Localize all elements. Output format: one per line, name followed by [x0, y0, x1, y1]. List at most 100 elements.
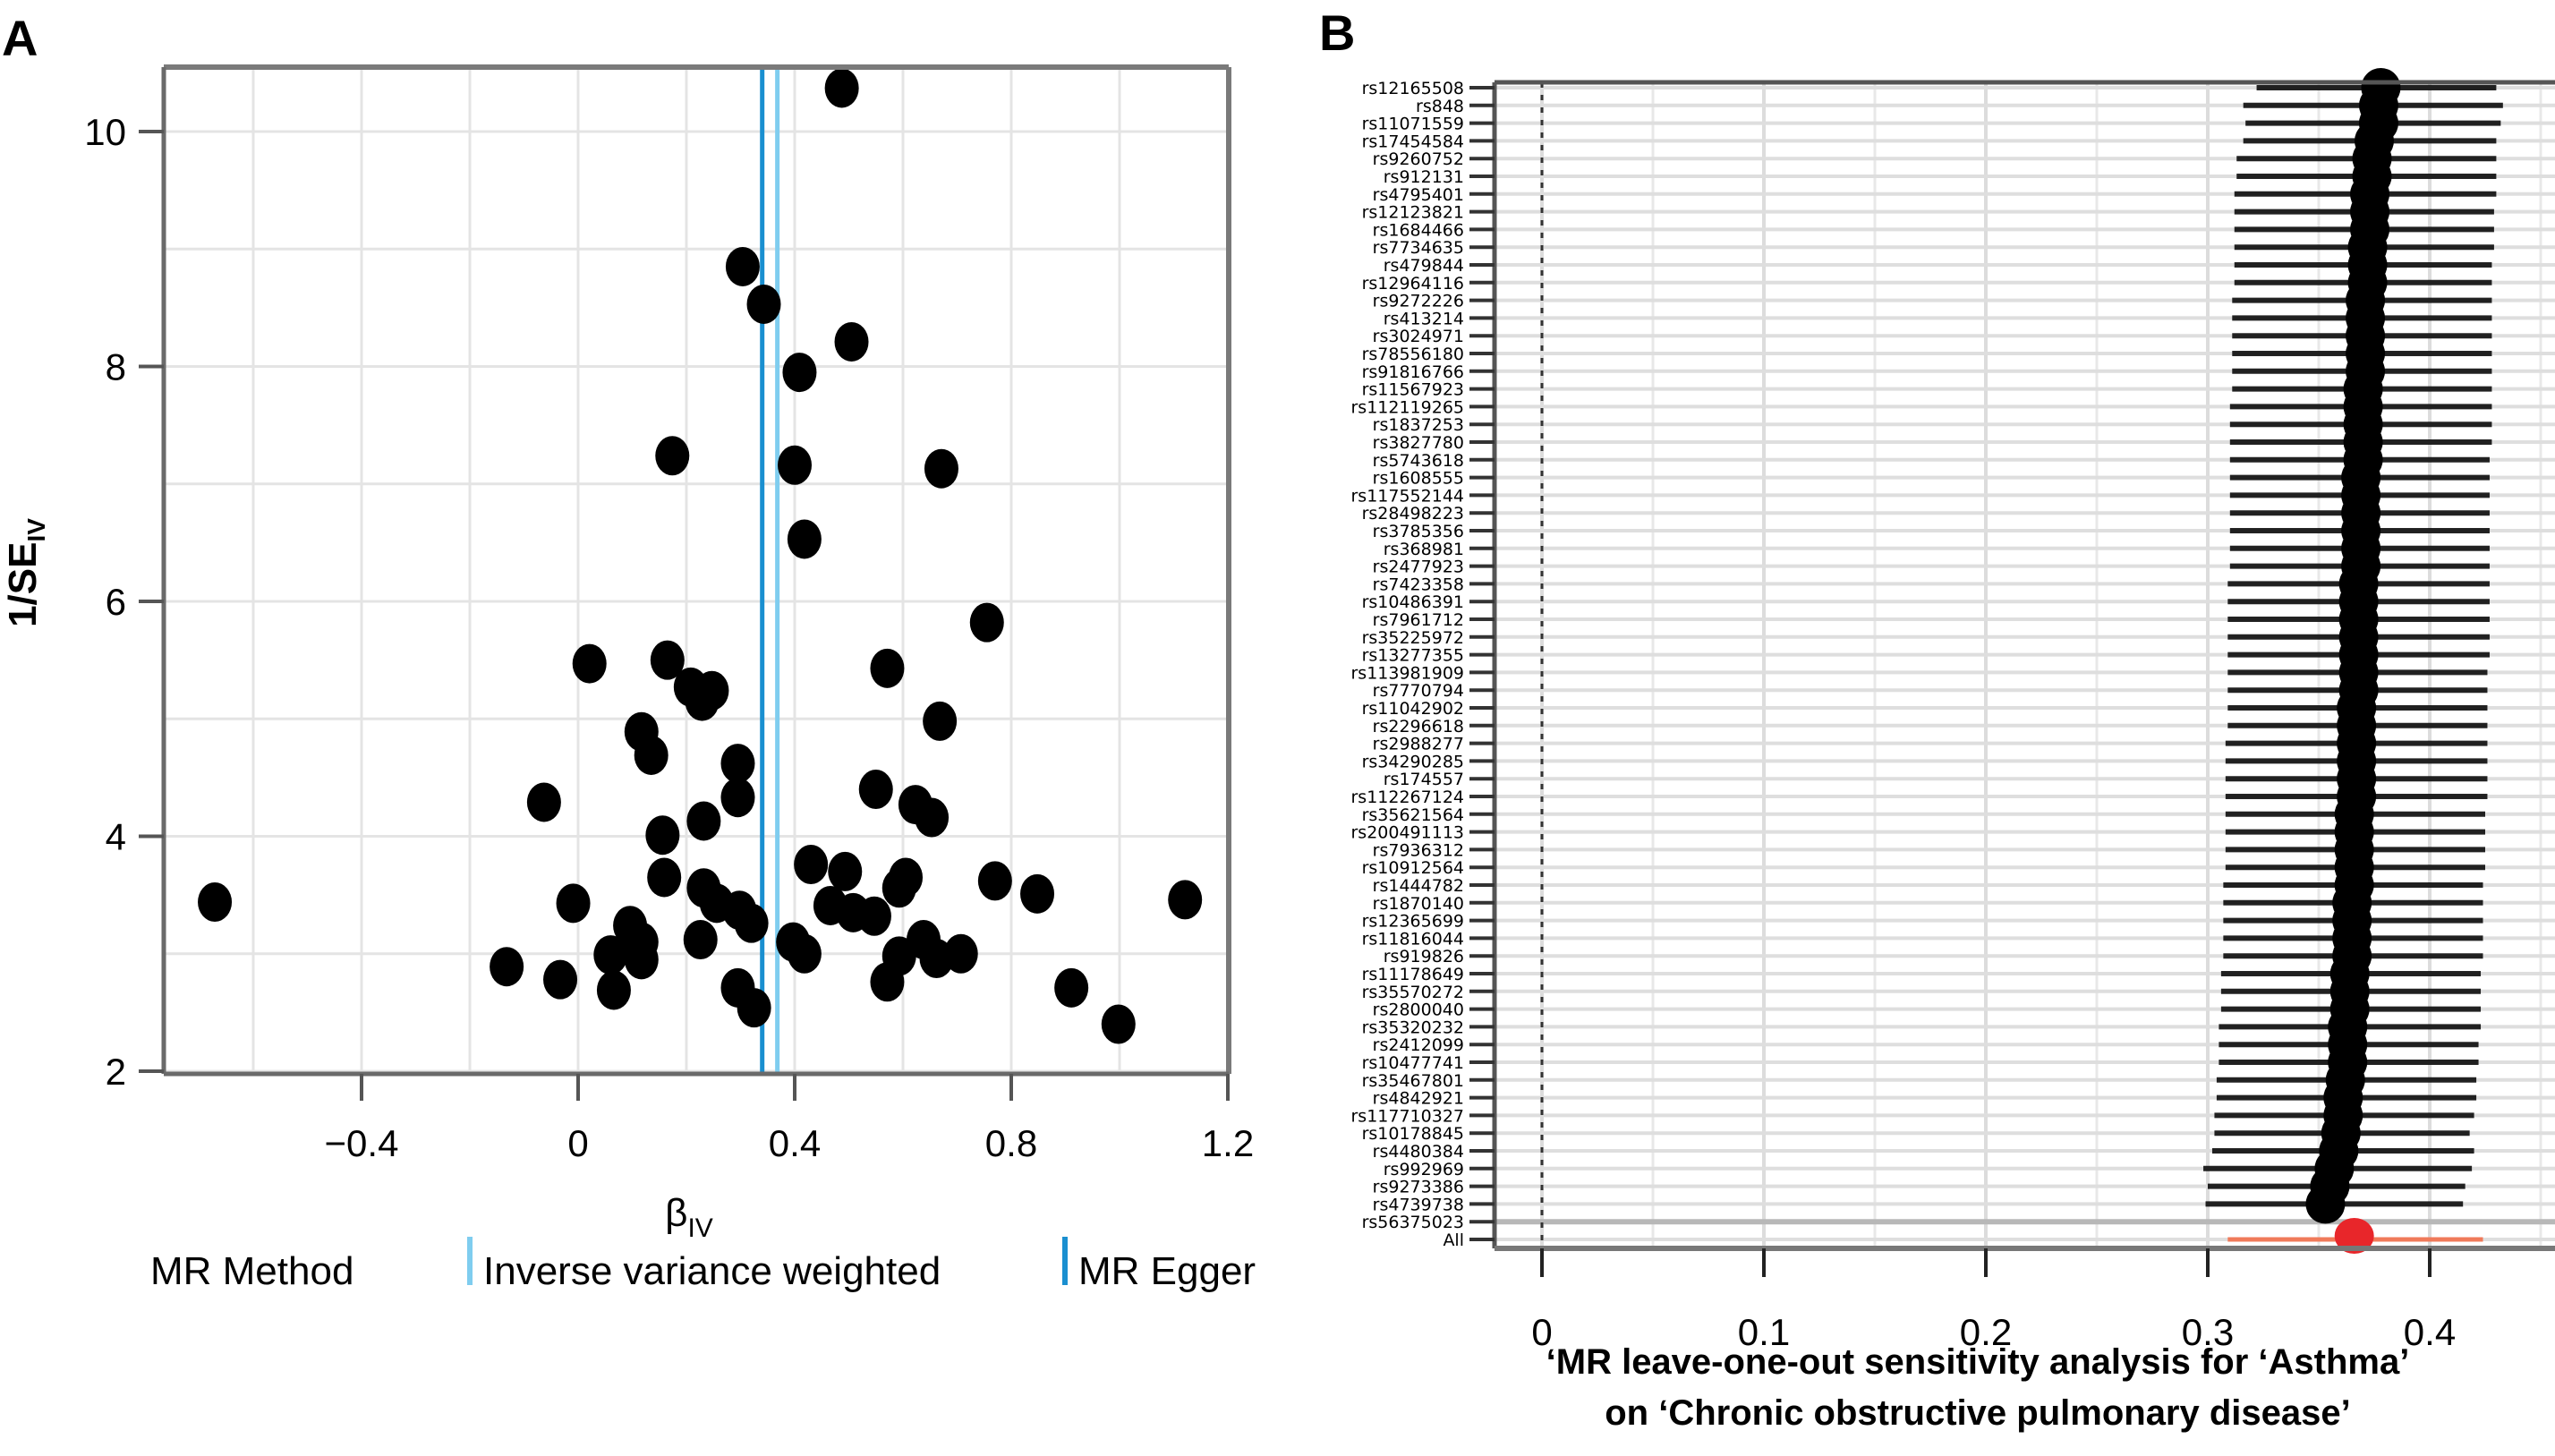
snp-label: rs117710327 — [1350, 1106, 1464, 1126]
snp-label: rs35621564 — [1362, 805, 1464, 825]
scatter-point — [543, 959, 578, 1000]
scatter-point — [923, 701, 958, 741]
snp-label: rs919826 — [1384, 947, 1464, 966]
snp-label: rs7423358 — [1373, 575, 1464, 594]
scatter-point — [746, 284, 781, 324]
panel-a-plot-area — [164, 67, 1229, 1074]
panel-b-axes — [1492, 80, 2555, 1251]
y-tick-label: 8 — [106, 346, 126, 388]
scatter-point — [787, 519, 822, 559]
scatter-point — [915, 797, 950, 838]
snp-label: rs56375023 — [1362, 1213, 1464, 1232]
snp-label: rs912131 — [1384, 167, 1464, 187]
panel-a-x-ticks: −0.4 0 0.4 0.8 1.2 — [325, 1074, 1254, 1164]
scatter-point — [683, 920, 718, 959]
snp-label: rs9273386 — [1373, 1178, 1464, 1197]
snp-label: rs78556180 — [1362, 345, 1464, 364]
snp-label: rs35225972 — [1362, 628, 1464, 648]
snp-label: rs12123821 — [1362, 203, 1464, 223]
legend-label-egger: MR Egger — [1078, 1249, 1256, 1293]
x-tick-label: 0 — [567, 1122, 588, 1164]
snp-label: rs200491113 — [1350, 823, 1464, 843]
snp-label: rs3024971 — [1373, 327, 1464, 346]
snp-label: rs11816044 — [1362, 929, 1464, 949]
scatter-point — [870, 962, 905, 1002]
legend-swatch-ivw — [467, 1237, 473, 1285]
scatter-point — [734, 903, 769, 943]
scatter-point — [572, 643, 607, 684]
scatter-point — [526, 782, 561, 822]
snp-label: rs4739738 — [1373, 1195, 1464, 1214]
snp-label: rs7961712 — [1373, 610, 1464, 630]
snp-label: rs17454584 — [1362, 132, 1464, 151]
snp-label: rs12165508 — [1362, 79, 1464, 98]
snp-label: rs11042902 — [1362, 699, 1464, 719]
panel-a-points — [198, 68, 1203, 1044]
snp-label: rs1837253 — [1373, 415, 1464, 435]
panel-a-y-axis-title: 1/SEIV — [1, 518, 50, 627]
snp-label: rs1870140 — [1373, 894, 1464, 914]
x-tick-label: −0.4 — [325, 1122, 399, 1164]
snp-label: rs4795401 — [1373, 185, 1464, 205]
scatter-point — [1054, 967, 1089, 1008]
panel-a-method-lines — [760, 67, 780, 1074]
scatter-point — [834, 321, 869, 362]
x-tick-label: 1.2 — [1202, 1122, 1254, 1164]
scatter-point — [737, 988, 771, 1028]
snp-label: rs2412099 — [1373, 1035, 1464, 1055]
panel-b-title-line-2: on ‘Chronic obstructive pulmonary diseas… — [1605, 1393, 2351, 1433]
panel-a-y-ticks: 2 4 6 8 10 — [84, 111, 164, 1093]
snp-label: rs13277355 — [1362, 646, 1464, 666]
panel-a-y-axis-title-group: 1/SEIV — [1, 518, 50, 627]
snp-label: rs848 — [1416, 97, 1464, 116]
scatter-point — [1168, 880, 1203, 920]
scatter-point — [824, 68, 859, 108]
scatter-point — [198, 882, 233, 922]
scatter-point — [782, 353, 817, 393]
panel-a-legend: MR Method Inverse variance weighted MR E… — [150, 1237, 1256, 1293]
y-tick-label: 2 — [106, 1051, 126, 1093]
legend-label-ivw: Inverse variance weighted — [483, 1249, 941, 1293]
snp-label: rs1444782 — [1373, 876, 1464, 896]
snp-label: rs11071559 — [1362, 115, 1464, 134]
snp-label: rs12365699 — [1362, 912, 1464, 932]
summary-point — [2334, 1218, 2374, 1254]
y-tick-label: 10 — [84, 111, 126, 153]
scatter-point — [647, 857, 682, 898]
snp-label: rs1684466 — [1373, 220, 1464, 240]
snp-label: rs2800040 — [1373, 1000, 1464, 1020]
snp-label: rs11178649 — [1362, 965, 1464, 984]
panel-b-label: B — [1319, 4, 1355, 61]
x-tick-label: 0.3 — [2182, 1311, 2234, 1353]
snp-label: rs117552144 — [1350, 486, 1464, 506]
x-tick-label: 0.2 — [1960, 1311, 2012, 1353]
scatter-point — [778, 445, 812, 485]
scatter-point — [685, 681, 720, 721]
snp-label: rs112119265 — [1350, 397, 1464, 417]
snp-label: rs4480384 — [1373, 1142, 1464, 1162]
panel-a-x-axis-title: βIV — [665, 1191, 713, 1243]
panel-a-axes — [161, 64, 1231, 1077]
snp-label: All — [1443, 1230, 1464, 1250]
snp-label: rs35320232 — [1362, 1017, 1464, 1037]
snp-point — [2305, 1184, 2346, 1224]
snp-label: rs7770794 — [1373, 681, 1464, 701]
panel-b-rows — [2203, 68, 2503, 1254]
scatter-point — [856, 896, 891, 936]
snp-label: rs3785356 — [1373, 522, 1464, 541]
scatter-point — [634, 735, 669, 775]
x-tick-label: 0 — [1531, 1311, 1552, 1353]
scatter-point — [828, 851, 863, 891]
x-tick-label: 0.8 — [985, 1122, 1037, 1164]
panel-b-title-line-1: ‘MR leave-one-out sensitivity analysis f… — [1546, 1342, 2410, 1382]
x-tick-label: 0.4 — [769, 1122, 821, 1164]
scatter-point — [1020, 873, 1055, 914]
snp-label: rs479844 — [1384, 256, 1464, 276]
scatter-point — [725, 246, 760, 286]
panel-a: A −0.4 0 0.4 0.8 1.2 2 4 6 8 10 βIV 1/SEIV MR Me… — [1, 10, 1256, 1293]
snp-label: rs1608555 — [1373, 469, 1464, 489]
scatter-point — [889, 857, 924, 898]
scatter-point — [858, 770, 893, 809]
